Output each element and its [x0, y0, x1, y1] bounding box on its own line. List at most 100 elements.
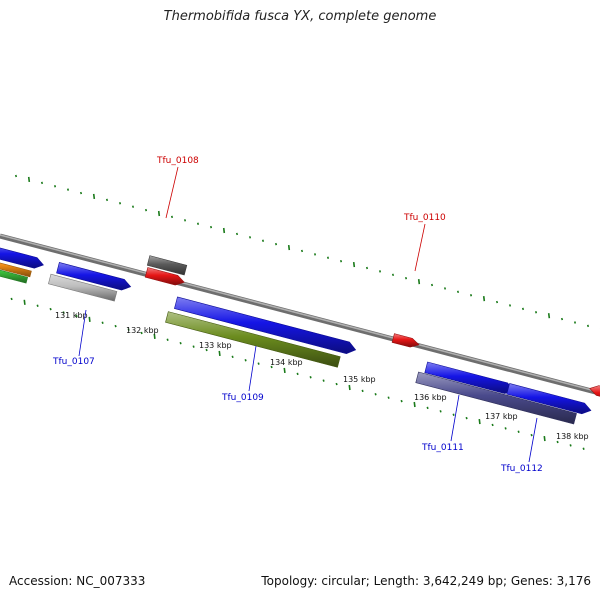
inner-tick — [88, 316, 91, 322]
gene-tfu-0113-reverse — [589, 385, 600, 397]
leader-line — [248, 345, 257, 392]
gene-tfu-0109-forward — [174, 296, 357, 354]
scale-label: 137 kbp — [485, 412, 518, 421]
scale-label: 136 kbp — [414, 393, 447, 402]
inner-tick — [153, 333, 156, 339]
outer-tick — [157, 210, 161, 217]
inner-tick — [101, 321, 104, 324]
outer-tick — [170, 215, 174, 219]
scale-label: 132 kbp — [126, 326, 159, 335]
inner-tick — [400, 399, 403, 403]
outer-tick — [404, 276, 408, 280]
inner-tick — [192, 345, 195, 348]
gene-tfu-0111-purple — [415, 371, 577, 425]
inner-tick — [62, 311, 65, 314]
gene-tfu-0106-forward — [0, 247, 44, 269]
inner-tick — [413, 401, 416, 408]
outer-tick — [40, 181, 44, 185]
scale-label: 134 kbp — [270, 358, 303, 367]
inner-tick — [322, 379, 325, 382]
inner-tick — [582, 447, 585, 451]
leader-line — [528, 417, 538, 463]
gene-tfu-0112-forward — [506, 383, 592, 415]
inner-tick — [426, 406, 429, 410]
outer-tick — [131, 205, 135, 208]
outer-tick — [144, 208, 148, 212]
inner-tick — [244, 358, 247, 362]
outer-tick — [456, 290, 460, 294]
outer-tick — [118, 202, 122, 205]
inner-tick — [218, 350, 221, 357]
backbone-highlight — [0, 234, 600, 393]
outer-tick — [222, 227, 226, 234]
outer-tick — [391, 273, 395, 277]
accession-text: Accession: NC_007333 — [9, 574, 146, 588]
outer-tick — [482, 296, 486, 302]
inner-tick — [387, 396, 390, 399]
inner-tick — [23, 299, 26, 305]
inner-tick — [543, 435, 546, 442]
outer-tick — [261, 239, 265, 242]
leader-line — [78, 309, 87, 357]
leader-line — [414, 223, 426, 272]
outer-tick — [573, 321, 577, 324]
topology-text: Topology: circular; Length: 3,642,249 bp… — [261, 574, 591, 588]
inner-tick — [569, 444, 572, 447]
outer-tick — [352, 261, 356, 268]
green-feature — [0, 269, 29, 284]
outer-tick — [417, 279, 421, 285]
inner-tick — [75, 314, 78, 318]
inner-tick — [517, 430, 520, 433]
inner-tick — [465, 416, 468, 420]
outer-tick — [105, 198, 109, 202]
inner-tick — [127, 328, 130, 331]
inner-tick — [270, 365, 273, 369]
inner-tick — [257, 362, 260, 365]
outer-tick — [534, 311, 538, 314]
gene-label: Tfu_0108 — [156, 156, 199, 166]
inner-tick — [231, 355, 234, 359]
inner-tick — [361, 389, 364, 393]
inner-tick — [179, 341, 182, 345]
scale-label: 133 kbp — [199, 341, 232, 350]
outer-tick — [469, 294, 473, 297]
outer-tick — [196, 222, 200, 225]
outer-tick — [14, 174, 18, 178]
inner-tick — [283, 367, 286, 374]
inner-tick — [205, 348, 208, 352]
inner-tick — [114, 324, 117, 328]
inner-tick — [296, 372, 299, 376]
gene-tfu-0109-olive — [165, 311, 341, 368]
outer-tick — [495, 300, 499, 304]
gene-tfu-0108-pseudo — [146, 255, 188, 276]
gene-label: Tfu_0107 — [52, 357, 95, 367]
inner-tick — [439, 410, 442, 413]
inner-tick — [556, 440, 559, 444]
gene-tfu-0107-forward — [56, 262, 132, 291]
gene-tfu-0108-reverse — [144, 267, 185, 286]
inner-tick — [374, 393, 377, 396]
gene-label: Tfu_0112 — [500, 464, 543, 474]
inner-tick — [348, 384, 351, 391]
inner-tick — [140, 331, 143, 335]
outer-tick — [339, 259, 343, 263]
leader-line — [165, 166, 179, 219]
outer-tick — [560, 317, 564, 321]
outer-tick — [79, 191, 83, 195]
outer-tick — [586, 324, 590, 328]
scale-label: 138 kbp — [556, 432, 589, 441]
outer-tick — [27, 176, 31, 183]
scale-label: 135 kbp — [343, 375, 376, 384]
outer-tick — [378, 270, 382, 273]
inner-tick — [49, 307, 52, 311]
outer-tick — [313, 253, 317, 256]
inner-tick — [504, 427, 507, 430]
outer-tick — [508, 304, 512, 307]
outer-tick — [53, 185, 57, 188]
inner-tick — [452, 413, 455, 416]
backbone-line — [0, 233, 600, 396]
map-title: Thermobifida fusca YX, complete genome — [163, 9, 437, 24]
outer-tick — [287, 244, 291, 251]
inner-tick — [335, 382, 338, 386]
